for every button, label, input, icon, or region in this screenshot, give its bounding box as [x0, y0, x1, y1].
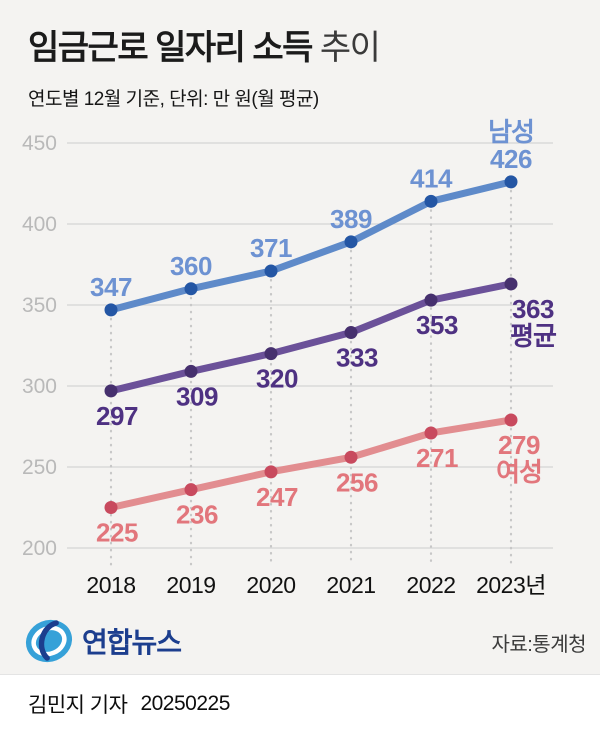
value-label: 371 [250, 233, 292, 263]
y-tick-label: 250 [22, 456, 57, 479]
value-label: 320 [256, 364, 298, 394]
y-tick-label: 400 [22, 213, 57, 236]
data-point [344, 450, 358, 464]
series-name-label: 여성 [496, 457, 542, 487]
y-tick-label: 450 [22, 132, 57, 155]
series-name-label: 남성 [488, 117, 534, 147]
series-line-여성 [107, 416, 515, 511]
data-point [264, 465, 278, 479]
income-trend-line-chart: 450 400 350 300 250 200 2018 2019 2020 2021 2022 20… [22, 117, 558, 598]
news-graphic: 450 400 350 300 250 200 2018 2019 2020 2021 2022 20… [0, 0, 600, 674]
title-light: 추이 [311, 29, 381, 67]
value-label: 225 [96, 518, 138, 548]
data-point [424, 293, 438, 307]
yonhap-logo: 연합뉴스 [22, 614, 182, 668]
yonhap-logo-icon [25, 619, 73, 663]
value-label: 333 [336, 343, 378, 373]
reporter-name: 김민지 기자 [28, 694, 128, 717]
page-title: 임금근로 일자리 소득 추이 [28, 20, 381, 69]
data-point [264, 264, 278, 278]
x-tick-label: 2021 [326, 572, 375, 598]
value-label: 389 [330, 204, 372, 234]
data-point [504, 277, 518, 291]
value-label: 247 [256, 482, 298, 512]
title-main: 임금근로 일자리 소득 [28, 29, 313, 67]
value-label: 256 [336, 467, 378, 497]
x-tick-label: 2022 [406, 572, 455, 598]
value-label: 309 [176, 381, 218, 411]
footer-row: 연합뉴스 자료:통계청 [0, 614, 600, 670]
data-point [424, 426, 438, 440]
x-tick-label: 2023년 [476, 572, 546, 598]
data-point [184, 282, 198, 296]
y-tick-label: 300 [22, 375, 57, 398]
byline-bar: 김민지 기자 20250225 [0, 674, 600, 733]
value-label: 414 [410, 163, 453, 193]
data-point [184, 364, 198, 378]
x-tick-label: 2020 [246, 572, 295, 598]
data-point [504, 175, 518, 189]
series-line-남성 [107, 178, 515, 314]
value-label: 279 [498, 430, 540, 460]
series-line-평균 [107, 280, 515, 395]
value-label: 360 [170, 251, 212, 281]
data-point [504, 413, 518, 427]
data-source: 자료:통계청 [491, 634, 586, 656]
x-tick-label: 2019 [166, 572, 215, 598]
value-label: 363 [512, 294, 554, 324]
x-tick-label: 2018 [86, 572, 135, 598]
value-label: 347 [90, 272, 132, 302]
value-label: 271 [416, 443, 458, 473]
data-point [264, 347, 278, 361]
publish-date: 20250225 [140, 692, 230, 715]
value-label: 353 [416, 310, 458, 340]
data-point [184, 483, 198, 497]
value-label: 297 [96, 401, 138, 431]
value-label: 236 [176, 500, 218, 530]
data-point [424, 194, 438, 208]
y-tick-label: 350 [22, 294, 57, 317]
data-point [344, 326, 358, 340]
data-point [104, 501, 118, 514]
series-name-label: 평균 [510, 321, 557, 351]
yonhap-logo-text: 연합뉴스 [82, 627, 182, 658]
data-point [104, 384, 118, 398]
value-label: 426 [490, 144, 532, 174]
data-point [104, 303, 118, 317]
chart-subtitle: 연도별 12월 기준, 단위: 만 원(월 평균) [28, 89, 319, 110]
data-point [344, 235, 358, 249]
y-tick-label: 200 [22, 537, 57, 560]
